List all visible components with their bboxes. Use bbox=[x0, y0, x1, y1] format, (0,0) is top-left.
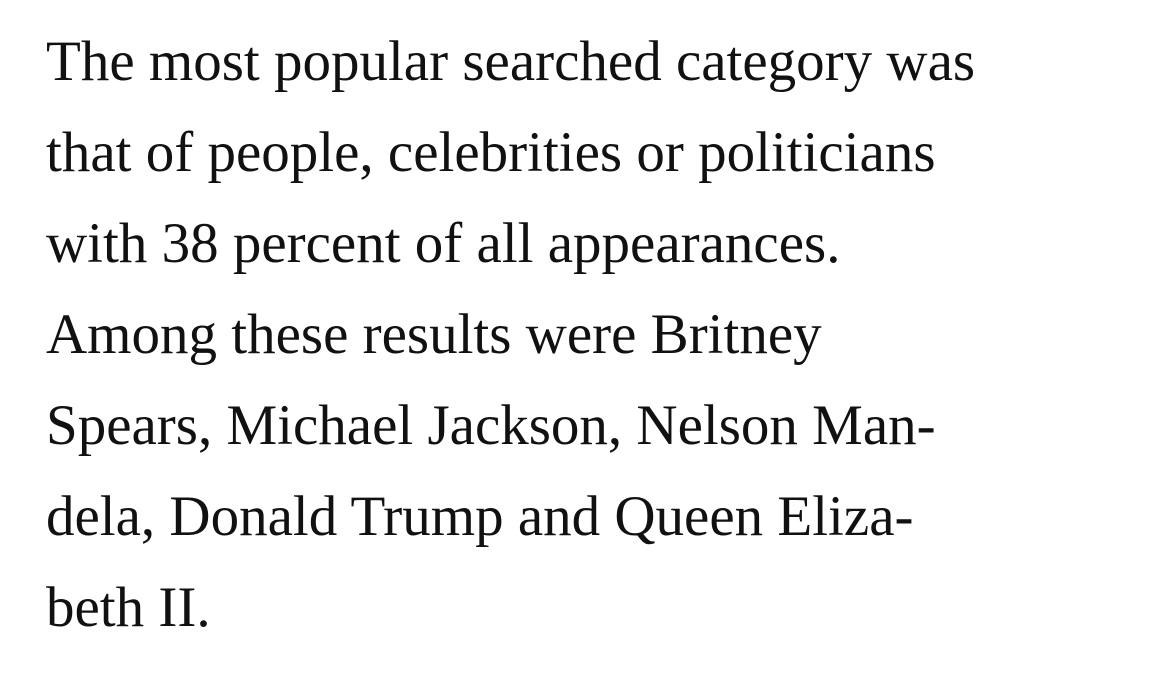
text-line: Spears, Michael Jackson, Nelson Man- bbox=[46, 394, 936, 457]
text-line: dela, Donald Trump and Queen Eliza- bbox=[46, 485, 914, 548]
text-line: Among these results were Britney bbox=[46, 303, 822, 366]
text-line: beth II. bbox=[46, 576, 211, 639]
paragraph: The most popular searched category was th… bbox=[46, 16, 975, 653]
text-line: with 38 percent of all appearances. bbox=[46, 212, 841, 275]
text-line: The most popular searched category was bbox=[46, 30, 976, 93]
text-line: that of people, celebrities or politicia… bbox=[46, 121, 936, 184]
